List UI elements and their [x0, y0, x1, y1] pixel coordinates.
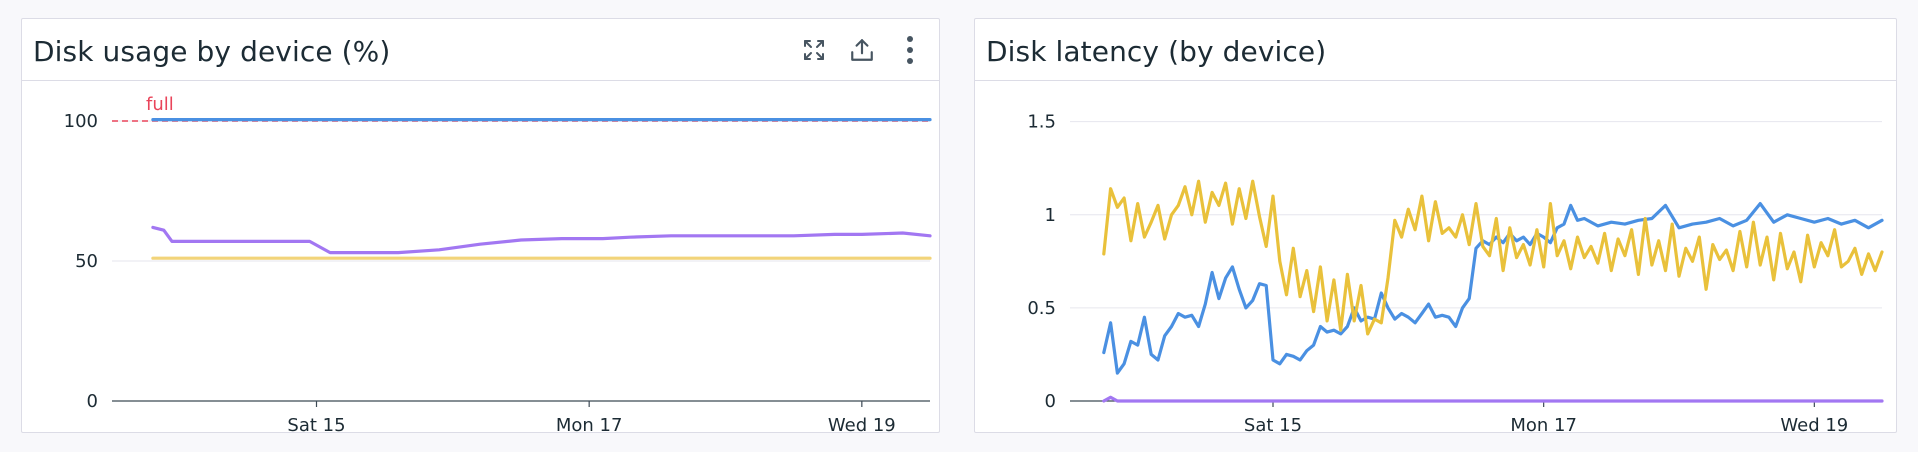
threshold-label: full [146, 94, 174, 115]
x-tick-label: Wed 19 [1780, 415, 1848, 433]
disk-latency-panel: Disk latency (by device) 0 0.5 1 1.5 Sat 15 M… [974, 18, 1897, 433]
panel-header: Disk latency (by device) [975, 19, 1896, 81]
y-tick-label: 1.5 [1027, 112, 1056, 133]
expand-icon [804, 40, 824, 60]
x-tick-label: Wed 19 [828, 415, 896, 433]
x-tick-label: Mon 17 [556, 415, 623, 433]
x-tick-label: Sat 15 [287, 415, 345, 433]
panel-title: Disk usage by device (%) [33, 35, 391, 68]
y-tick-label: 0.5 [1027, 298, 1056, 319]
series-line-0 [1102, 201, 1884, 375]
disk-latency-chart: 0 0.5 1 1.5 Sat 15 Mon 17 Wed 19 [1027, 112, 1884, 433]
panel-header: Disk usage by device (%) [22, 19, 939, 81]
more-options-icon [907, 36, 913, 64]
export-button[interactable] [845, 33, 879, 67]
export-icon [851, 39, 873, 61]
disk-usage-chart: 0 50 100 Sat 15 Mon 17 Wed 19 full [64, 94, 932, 433]
series-line-2 [1102, 395, 1884, 403]
series-line-1 [1102, 179, 1884, 336]
y-tick-label: 0 [87, 391, 98, 412]
y-tick-label: 1 [1045, 205, 1056, 226]
more-options-button[interactable] [893, 33, 927, 67]
series-line-1 [151, 225, 932, 255]
y-tick-label: 0 [1045, 391, 1056, 412]
y-tick-label: 100 [64, 111, 98, 132]
panel-title: Disk latency (by device) [986, 35, 1327, 68]
expand-button[interactable] [797, 33, 831, 67]
x-tick-label: Sat 15 [1244, 415, 1302, 433]
y-tick-label: 50 [75, 251, 98, 272]
disk-usage-panel: Disk usage by device (%) [21, 18, 940, 433]
x-tick-label: Mon 17 [1510, 415, 1577, 433]
panel-toolbar [797, 31, 927, 69]
